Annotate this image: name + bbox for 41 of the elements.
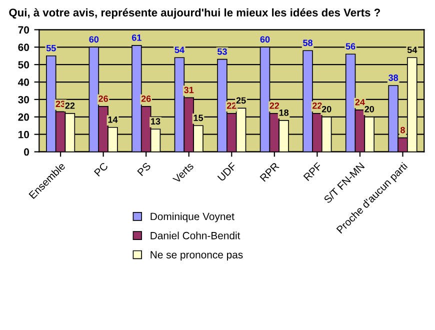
data-label: 54 [407, 46, 418, 54]
data-label: 8 [400, 126, 405, 134]
chart-title: Qui, à votre avis, représente aujourd'hui le mieux les idées des Verts ? [9, 8, 380, 19]
y-tick-label: 50 [18, 61, 29, 68]
data-label: 22 [312, 102, 322, 109]
data-label: 26 [141, 95, 151, 102]
data-label: 13 [151, 118, 160, 125]
data-label: 54 [174, 46, 184, 54]
legend-label: Dominique Voynet [150, 212, 234, 222]
x-tick-label: PC [94, 162, 108, 177]
data-label: 26 [98, 95, 108, 102]
data-label: 24 [355, 98, 365, 106]
y-tick-label: 0 [24, 148, 29, 156]
data-label: 20 [322, 106, 332, 112]
y-tick-label: 40 [18, 78, 29, 86]
data-label: 38 [388, 74, 398, 81]
data-label: 14 [108, 116, 118, 123]
data-label: 56 [346, 43, 356, 50]
data-label: 55 [46, 45, 56, 52]
data-label: 20 [364, 106, 374, 112]
y-tick-label: 20 [18, 113, 29, 121]
data-label: 25 [236, 97, 246, 104]
x-tick-label: PS [137, 162, 152, 176]
data-label: 22 [65, 102, 75, 109]
data-label: 22 [226, 102, 236, 109]
y-tick-label: 30 [18, 96, 29, 104]
y-tick-label: 60 [18, 44, 29, 52]
data-label: 58 [303, 40, 313, 46]
y-tick-label: 10 [18, 130, 29, 138]
legend-label: Ne se prononce pas [150, 251, 243, 261]
data-label: 22 [270, 102, 280, 109]
y-tick-label: 70 [18, 26, 29, 34]
data-label: 61 [132, 34, 142, 41]
data-label: 60 [260, 36, 270, 43]
data-label: 31 [184, 86, 194, 94]
data-label: 15 [194, 114, 204, 122]
data-label: 60 [89, 36, 99, 43]
legend-label: Daniel Cohn-Bendit [150, 232, 240, 240]
x-tick-label: Verts [172, 162, 194, 184]
data-label: 18 [279, 109, 289, 116]
data-label: 53 [217, 48, 227, 55]
